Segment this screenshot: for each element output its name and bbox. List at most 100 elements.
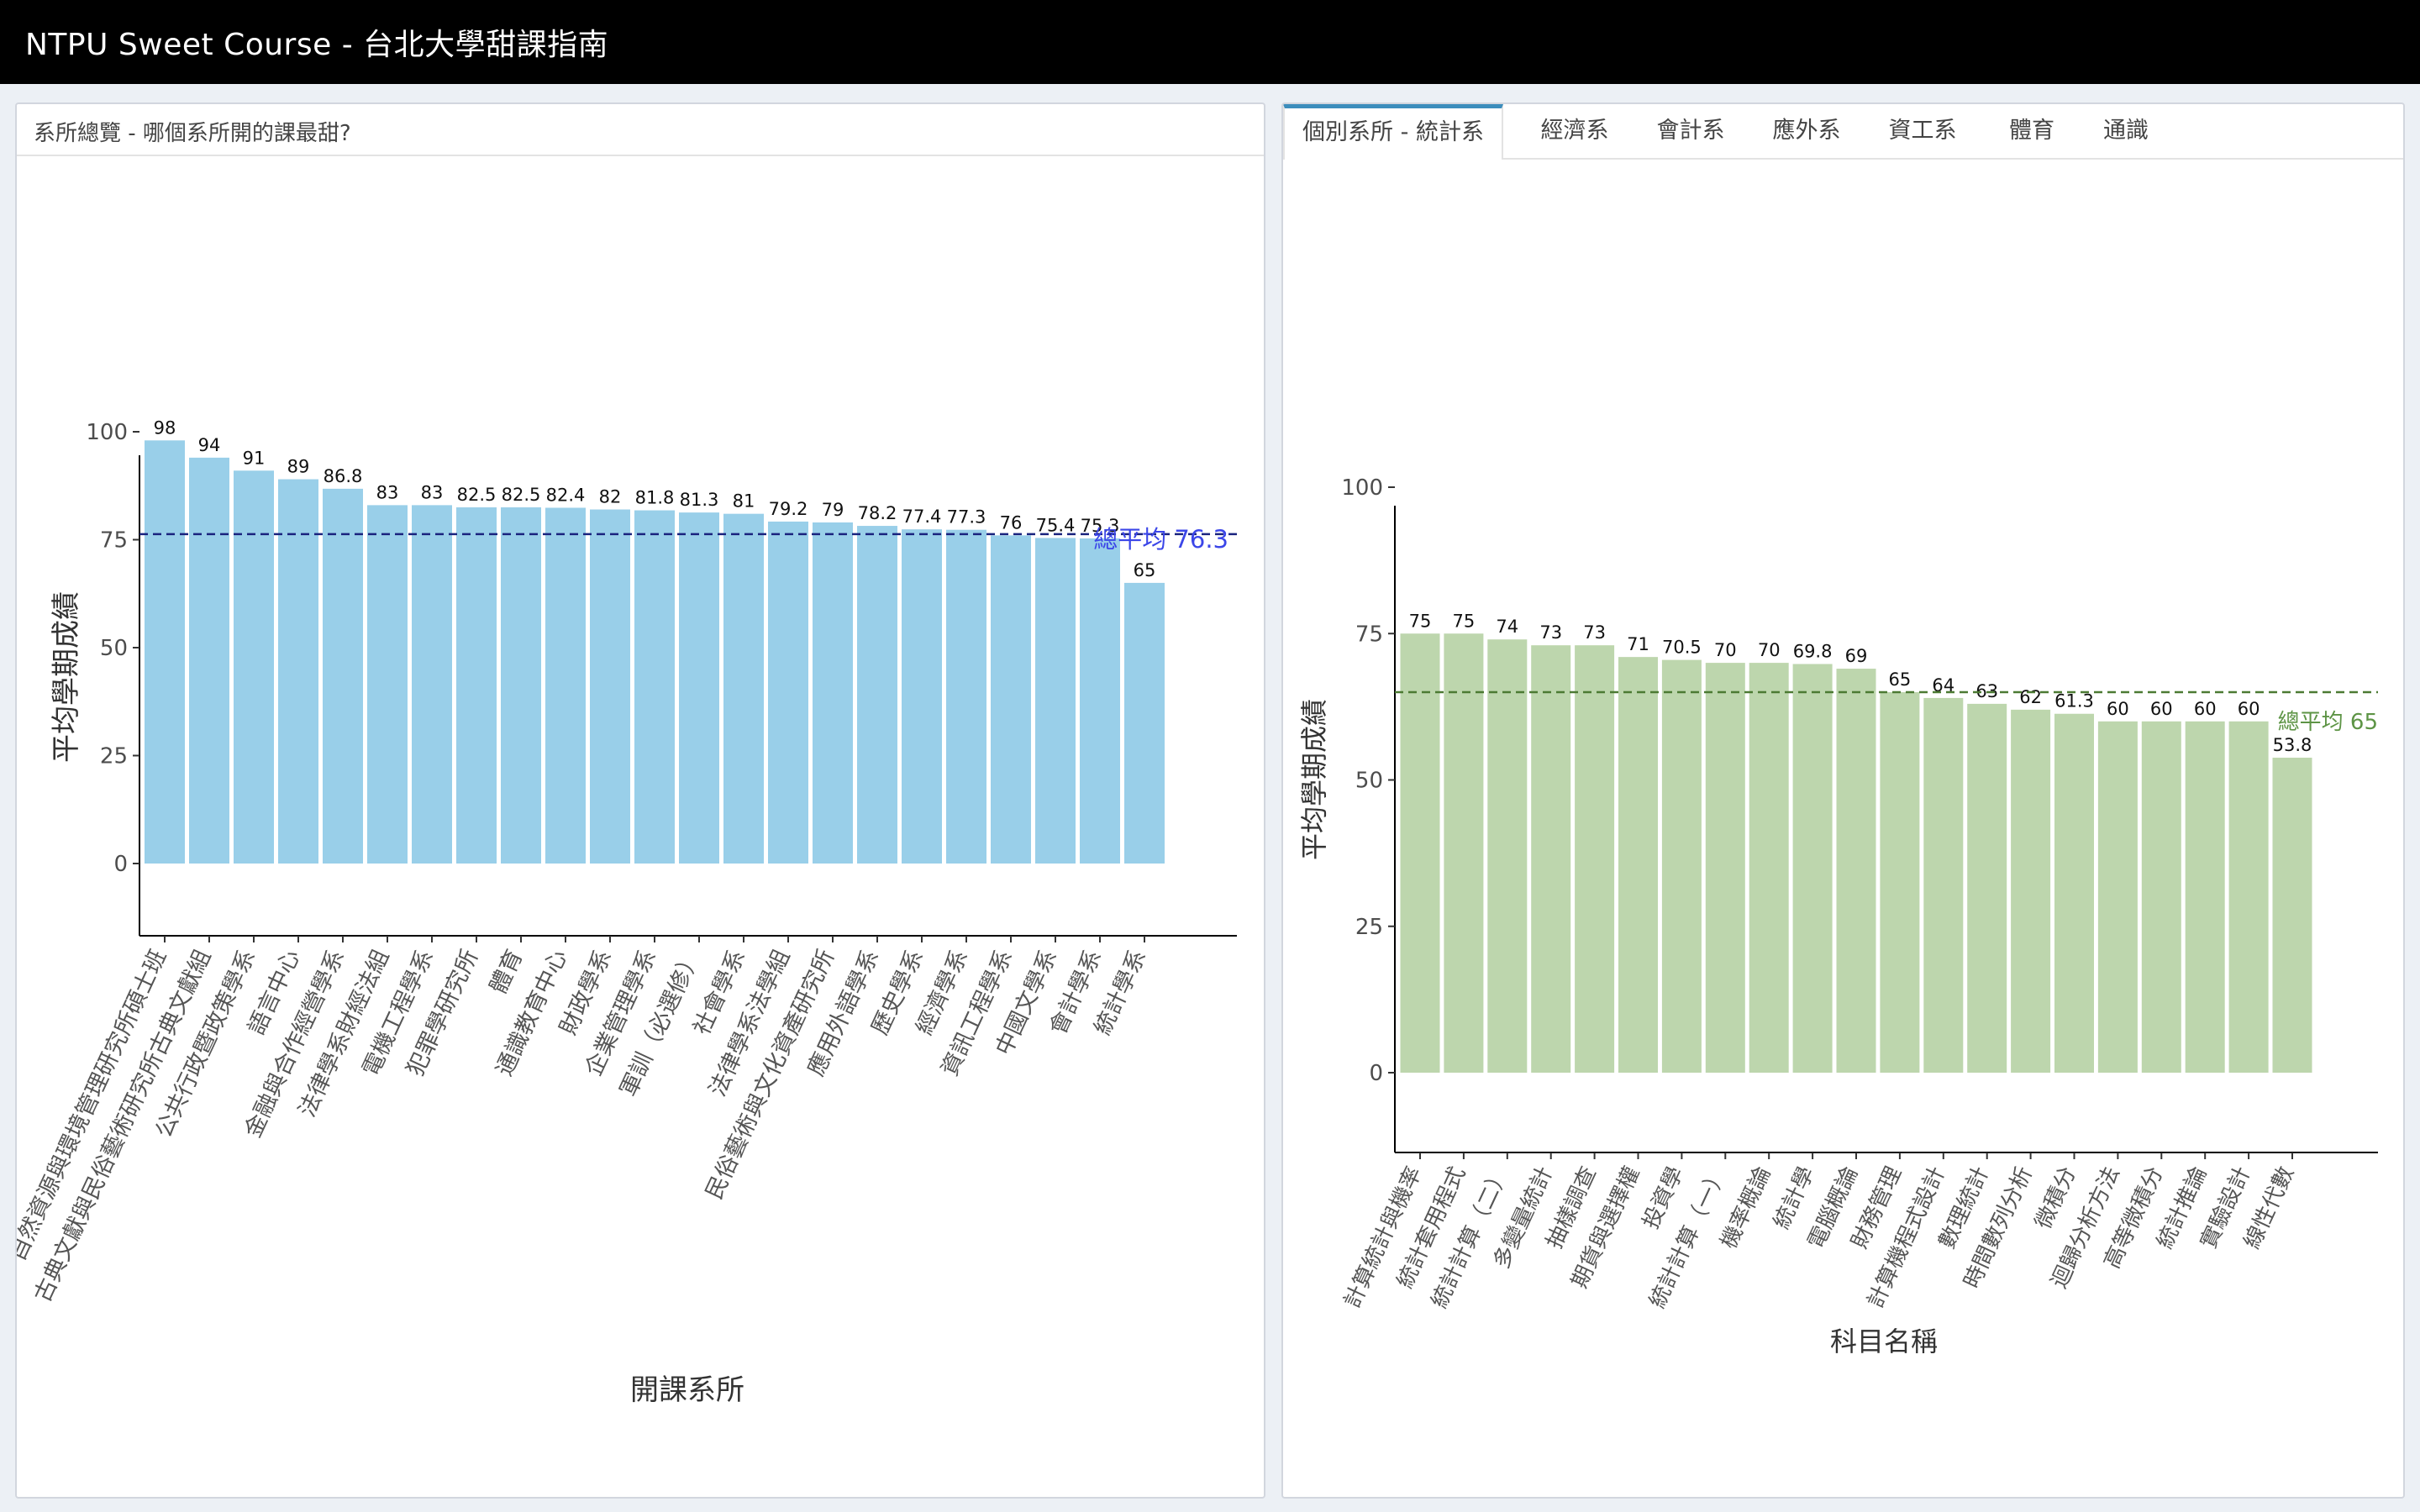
left-value-label: 81 (733, 491, 755, 512)
right-bar (2097, 721, 2138, 1073)
left-bar (991, 535, 1031, 864)
right-bar (1749, 663, 1789, 1073)
right-bar (2185, 721, 2225, 1073)
left-bar (902, 529, 942, 864)
left-y-tick-label: 0 (113, 852, 128, 877)
right-value-label: 75 (1453, 611, 1476, 631)
left-value-label: 75.3 (1081, 516, 1120, 536)
right-bar (2272, 758, 2312, 1073)
left-value-label: 83 (421, 482, 444, 502)
left-value-label: 78.2 (858, 503, 897, 523)
left-bar (234, 470, 274, 864)
left-mean-label: 總平均 76.3 (1093, 525, 1228, 554)
right-value-label: 74 (1496, 617, 1518, 637)
tab-economics[interactable]: 經濟系 (1540, 118, 1609, 144)
tab-physical-education[interactable]: 體育 (2009, 118, 2054, 144)
left-value-label: 86.8 (324, 466, 363, 486)
right-bar (1836, 669, 1876, 1073)
right-value-label: 65 (1889, 669, 1912, 690)
left-bar (145, 440, 185, 864)
left-bar (1124, 582, 1165, 864)
left-value-label: 82.5 (502, 485, 541, 505)
right-value-label: 71 (1627, 634, 1649, 654)
left-bar (723, 513, 764, 864)
panel-header: 系所總覽 - 哪個系所開的課最甜? (17, 104, 1264, 156)
right-value-label: 73 (1539, 622, 1562, 643)
left-y-axis-title: 平均學期成績 (50, 591, 83, 763)
left-value-label: 81.3 (680, 490, 719, 510)
right-value-label: 60 (2194, 699, 2217, 719)
left-bar (278, 479, 318, 864)
right-value-label: 69.8 (1793, 641, 1833, 661)
right-value-label: 75 (1409, 611, 1432, 631)
right-bar (1531, 645, 1571, 1073)
right-bar (1487, 639, 1528, 1073)
right-mean-label: 總平均 65 (2278, 710, 2378, 735)
tab-accounting[interactable]: 會計系 (1656, 118, 1725, 144)
right-y-tick-label: 75 (1355, 622, 1383, 647)
department-overview-panel: 系所總覽 - 哪個系所開的課最甜? 0 25 50 75 100 98 自然資源與環境管理研… (15, 102, 1265, 1499)
left-value-label: 79 (822, 500, 844, 520)
left-y-tick-label: 25 (100, 744, 128, 769)
right-bar (1618, 657, 1658, 1073)
left-value-label: 65 (1134, 560, 1156, 580)
right-bar (1880, 691, 1920, 1073)
left-bar (412, 505, 452, 864)
right-bar (1661, 659, 1702, 1073)
right-bar (1400, 633, 1440, 1073)
left-value-label: 76 (1000, 512, 1023, 533)
left-x-axis-title: 開課系所 (630, 1373, 744, 1407)
left-bar (634, 510, 675, 864)
right-value-label: 69 (1845, 646, 1868, 666)
left-value-label: 82.5 (457, 485, 497, 505)
right-bar (1575, 645, 1615, 1073)
left-value-label: 89 (287, 457, 310, 477)
left-value-label: 77.4 (902, 507, 942, 527)
right-y-tick-label: 0 (1369, 1061, 1383, 1086)
right-value-label: 70 (1714, 640, 1737, 660)
right-y-axis-title: 平均學期成績 (1298, 699, 1330, 860)
left-value-label: 79.2 (769, 499, 808, 519)
right-value-label: 60 (2150, 699, 2173, 719)
right-bar (2011, 709, 2051, 1073)
right-y-tick-label: 100 (1341, 475, 1383, 501)
right-value-label: 70.5 (1662, 638, 1702, 658)
right-value-label: 60 (2107, 699, 2129, 719)
right-bar (1923, 697, 1964, 1073)
left-bar (768, 521, 808, 864)
left-value-label: 83 (376, 482, 399, 502)
tab-statistics[interactable]: 個別系所 - 統計系 (1283, 104, 1503, 160)
left-value-label: 82.4 (546, 485, 586, 505)
tab-foreign-languages[interactable]: 應外系 (1772, 118, 1841, 144)
right-bar (2228, 721, 2269, 1073)
left-bar (590, 509, 630, 864)
right-x-axis-title: 科目名稱 (1830, 1326, 1938, 1357)
tab-computer-science[interactable]: 資工系 (1888, 118, 1957, 144)
right-bar (1705, 663, 1745, 1073)
left-value-label: 98 (154, 417, 176, 438)
right-y-tick-label: 50 (1355, 769, 1383, 794)
left-bar (323, 488, 363, 864)
right-bar (2141, 721, 2181, 1073)
left-bar (367, 505, 408, 864)
left-bar (1080, 538, 1120, 864)
right-bar (1792, 664, 1833, 1073)
left-value-label: 77.3 (947, 507, 986, 528)
app-header: NTPU Sweet Course - 台北大學甜課指南 (0, 0, 2420, 84)
right-value-label: 62 (2019, 687, 2042, 707)
tab-general-education[interactable]: 通識 (2103, 118, 2149, 144)
left-y-tick-label: 100 (86, 420, 128, 445)
left-y-tick-label: 75 (100, 528, 128, 554)
right-bar (1967, 703, 2007, 1073)
left-value-label: 75.4 (1036, 515, 1076, 535)
left-bar (679, 512, 719, 864)
right-value-label: 60 (2238, 699, 2260, 719)
department-detail-panel: 個別系所 - 統計系 經濟系 會計系 應外系 資工系 體育 通識 0 25 50 75… (1281, 102, 2405, 1499)
left-value-label: 81.8 (635, 488, 675, 508)
right-value-label: 61.3 (2054, 691, 2094, 711)
left-x-tick-label: 體育 (485, 946, 528, 998)
left-y-tick-label: 50 (100, 636, 128, 661)
course-bar-chart: 025507510075計算統計與機率75統計套用程式74統計計算（二）73多變… (1298, 475, 2378, 1357)
left-bar (189, 457, 229, 864)
